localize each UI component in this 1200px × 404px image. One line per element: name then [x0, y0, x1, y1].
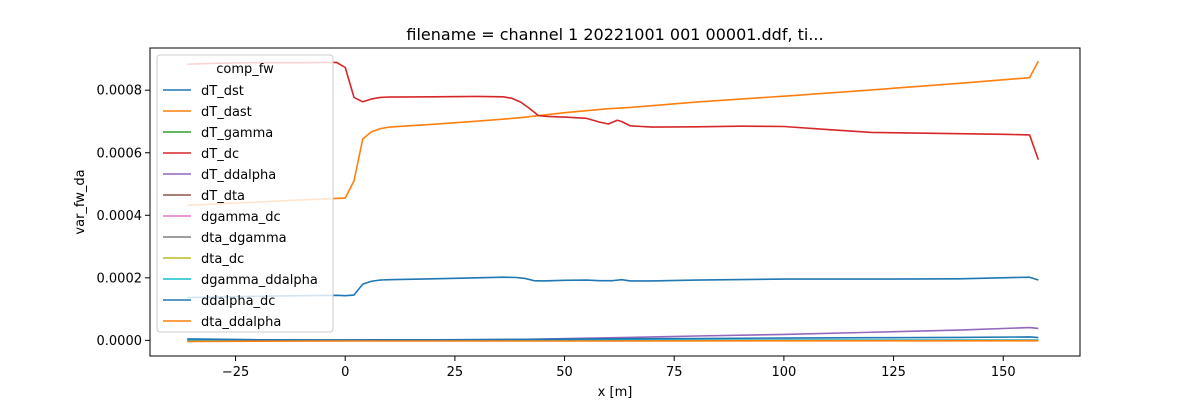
legend-label: dta_dc — [201, 252, 244, 267]
legend-label: dT_dst — [201, 84, 244, 99]
legend-label: dT_dast — [201, 105, 252, 120]
legend-label: dta_ddalpha — [201, 315, 281, 330]
y-tick-label: 0.0000 — [97, 334, 143, 349]
x-tick-label: 75 — [666, 365, 683, 380]
legend-label: dta_dgamma — [201, 231, 287, 246]
legend-label: dgamma_ddalpha — [201, 273, 318, 288]
legend-label: dgamma_dc — [201, 210, 281, 225]
y-tick-label: 0.0004 — [97, 209, 143, 224]
x-tick-label: 50 — [556, 365, 573, 380]
x-tick-label: 125 — [881, 365, 906, 380]
legend-label: dT_dta — [201, 189, 245, 204]
x-tick-label: 0 — [341, 365, 349, 380]
x-axis-label: x [m] — [598, 385, 633, 400]
legend-label: dT_ddalpha — [201, 168, 276, 183]
x-tick-label: 150 — [991, 365, 1016, 380]
x-tick-label: −25 — [222, 365, 249, 380]
legend-label: dT_gamma — [201, 126, 273, 141]
y-axis-label: var_fw_da — [73, 169, 88, 234]
x-tick-label: 25 — [447, 365, 464, 380]
legend: comp_fw dT_dst dT_dast dT_gamma dT_dc dT_dda… — [157, 55, 333, 332]
series-line-dta-ddalpha — [187, 341, 1038, 342]
legend-label: ddalpha_dc — [201, 294, 275, 309]
x-tick-label: 100 — [771, 365, 796, 380]
y-tick-label: 0.0008 — [97, 84, 143, 99]
legend-label: dT_dc — [201, 147, 239, 162]
y-tick-label: 0.0002 — [97, 271, 143, 286]
y-tick-label: 0.0006 — [97, 146, 143, 161]
legend-title: comp_fw — [216, 62, 274, 77]
chart-title: filename = channel 1 20221001 001 00001.… — [406, 25, 823, 44]
